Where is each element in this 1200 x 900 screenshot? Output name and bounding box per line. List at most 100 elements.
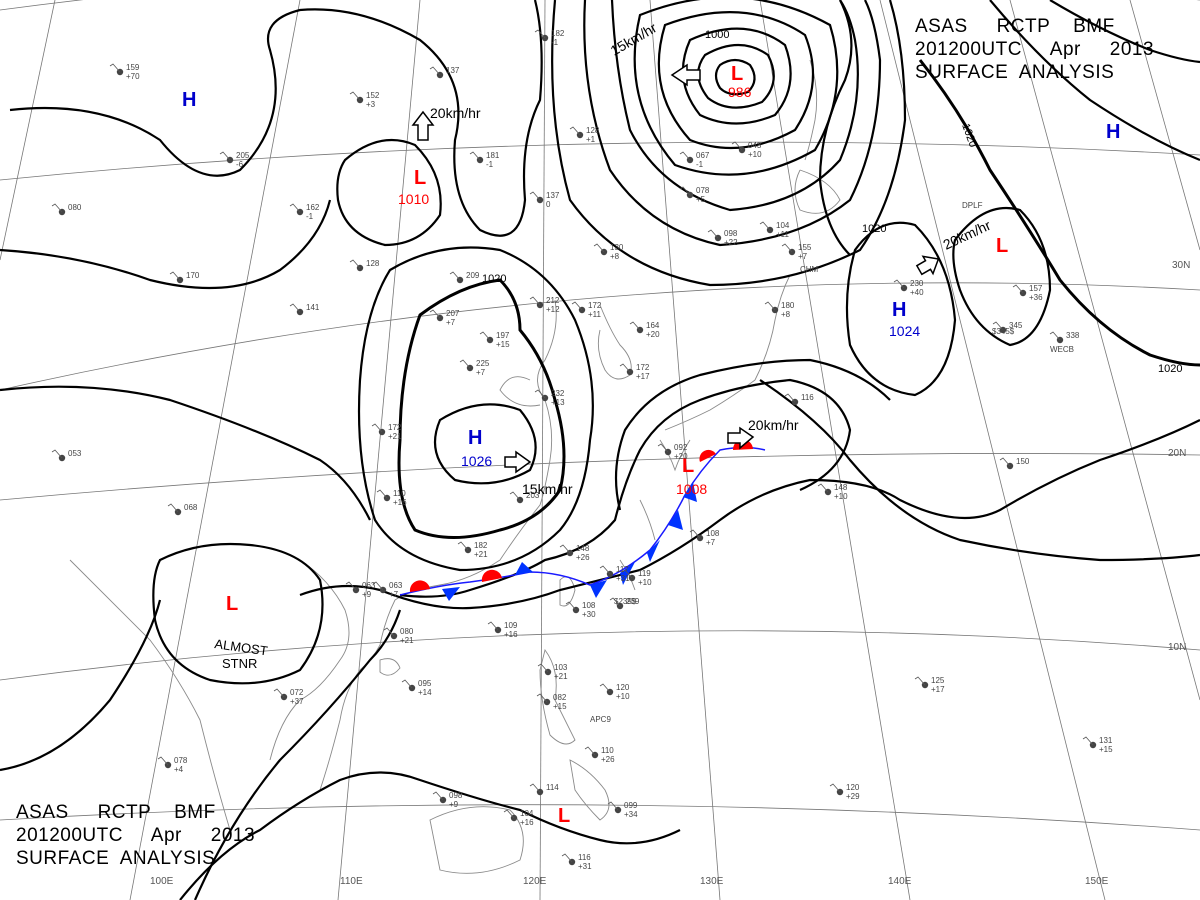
low-symbol-east: L xyxy=(996,235,1008,257)
station-pressure: 150 xyxy=(1016,457,1030,466)
bohai-coast xyxy=(499,376,541,407)
station-pressure: 207 xyxy=(446,309,460,318)
station-plot: 098+9 xyxy=(432,791,463,809)
station-tendency: +15 xyxy=(496,340,510,349)
isobar-label-1020-china: 1020 xyxy=(482,273,506,285)
station-tendency: +8 xyxy=(781,310,791,319)
station-plot: 197+15 xyxy=(479,331,510,349)
station-tendency: +15 xyxy=(553,702,567,711)
station-pressure: 098 xyxy=(724,229,738,238)
station-tendency: +3 xyxy=(366,100,376,109)
station-tendency: +21 xyxy=(400,636,414,645)
meridian-100e xyxy=(129,0,301,900)
wind-barb xyxy=(999,457,1011,467)
station-plot: 162-1 xyxy=(289,203,320,221)
wind-barb xyxy=(529,296,541,306)
station-plot: 108+30 xyxy=(565,601,596,619)
wind-barb xyxy=(689,529,701,539)
title-line-3: SURFACE ANALYSIS xyxy=(16,848,216,869)
station-plot: 117+31 xyxy=(599,565,630,583)
station-pressure: 172 xyxy=(636,363,650,372)
station-pressure: 345 xyxy=(1009,321,1023,330)
station-plot: 155+7 xyxy=(781,243,812,261)
wind-barb xyxy=(167,503,179,513)
station-id-apc9: APC9 xyxy=(590,715,611,724)
station-pressure: 063 xyxy=(362,581,376,590)
luzon xyxy=(539,648,576,745)
wind-barb xyxy=(829,783,841,793)
station-plot: 207+7 xyxy=(429,309,460,327)
wind-barb xyxy=(157,756,169,766)
isobar-low-986-4 xyxy=(657,11,815,150)
lon-label-130e: 130E xyxy=(700,876,724,887)
station-plot: 072+37 xyxy=(273,688,304,706)
station-plot: 053 xyxy=(51,449,82,462)
motion-label-low-1008: 20km/hr xyxy=(748,417,799,433)
title-line-1: ASAS RCTP BMF xyxy=(915,16,1115,37)
hokkaido xyxy=(794,169,841,214)
wind-barb xyxy=(479,331,491,341)
station-plot: 150 xyxy=(999,457,1030,470)
almost-stationary-note: ALMOST STNR xyxy=(214,636,269,671)
warm-front-semicircle-1 xyxy=(409,580,430,592)
station-plot: 182+21 xyxy=(457,541,488,559)
station-tendency: +11 xyxy=(776,230,790,239)
station-plot: 338 xyxy=(1049,331,1080,344)
station-plot: 099+34 xyxy=(607,801,638,819)
meridian-160e xyxy=(1009,0,1200,701)
station-tendency: +34 xyxy=(624,810,638,819)
station-pressure: 157 xyxy=(1029,284,1043,293)
low-value-1010: 1010 xyxy=(398,191,429,207)
station-plot: 180+8 xyxy=(764,301,795,319)
station-pressure: 172 xyxy=(588,301,602,310)
grid-labels: 30N 20N 10N 100E 110E 120E 130E 140E 150… xyxy=(150,260,1190,887)
station-plot: 203 xyxy=(509,491,540,504)
meridian-130e xyxy=(649,0,721,900)
station-plot: 225+7 xyxy=(459,359,490,377)
station-tendency: -1 xyxy=(306,212,314,221)
low-symbol-bengal: L xyxy=(226,593,238,615)
warm-front-semicircle-3 xyxy=(699,449,716,462)
station-tendency: -1 xyxy=(696,160,704,169)
almost-stationary-line1: ALMOST xyxy=(214,636,269,658)
isobar-south-long xyxy=(0,599,681,900)
wind-barb xyxy=(529,783,541,793)
isobar-ne-2 xyxy=(989,0,1200,162)
station-id-wecb: WECB xyxy=(1050,345,1074,354)
isobar-value-labels: 1000 1020 1020 1020 1020 xyxy=(482,29,1182,375)
lat-label-20n: 20N xyxy=(1168,448,1186,459)
station-pressure: 110 xyxy=(393,489,406,498)
station-pressure: 104 xyxy=(520,809,534,818)
meridian-110e xyxy=(337,0,421,900)
isobar-1020-northeast xyxy=(918,59,1200,367)
station-plot: 182-1 xyxy=(534,29,565,47)
cold-front-triangle-1 xyxy=(442,587,460,601)
station-tendency: +10 xyxy=(834,492,848,501)
station-tendency: +7 xyxy=(446,318,456,327)
isobar-label-1000: 1000 xyxy=(705,29,729,41)
wind-barb xyxy=(459,359,471,369)
wind-barb xyxy=(273,688,285,698)
station-plot: 172+17 xyxy=(619,363,650,381)
station-pressure: 209 xyxy=(466,271,480,280)
station-plot: 110+26 xyxy=(584,746,615,764)
wind-barb xyxy=(383,627,395,637)
station-plot: 043+10 xyxy=(731,141,762,159)
wind-barb xyxy=(169,271,181,281)
wind-barb xyxy=(609,597,621,607)
wind-barb xyxy=(584,746,596,756)
station-plot: 209 xyxy=(449,271,480,284)
station-plot: 128 xyxy=(349,259,380,272)
station-tendency: +13 xyxy=(551,398,565,407)
station-tendency: +7 xyxy=(476,368,486,377)
station-pressure: 148 xyxy=(834,483,848,492)
station-pressure: 130 xyxy=(610,243,624,252)
station-pressure: 116 xyxy=(801,393,814,402)
isobar-1000 xyxy=(681,27,792,125)
station-pressure: 125 xyxy=(931,676,945,685)
isobar-label-1020-east: 1020 xyxy=(1158,363,1182,375)
borneo xyxy=(429,806,524,874)
station-tendency: +21 xyxy=(554,672,568,681)
station-tendency: +10 xyxy=(616,692,630,701)
